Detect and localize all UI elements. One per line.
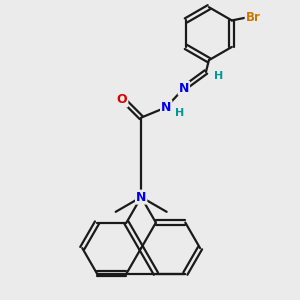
Text: N: N [136,190,146,204]
Text: Br: Br [246,11,260,24]
Text: N: N [161,101,171,114]
Text: H: H [175,108,184,118]
Text: O: O [117,93,127,106]
Text: N: N [179,82,189,95]
Text: H: H [214,70,223,80]
